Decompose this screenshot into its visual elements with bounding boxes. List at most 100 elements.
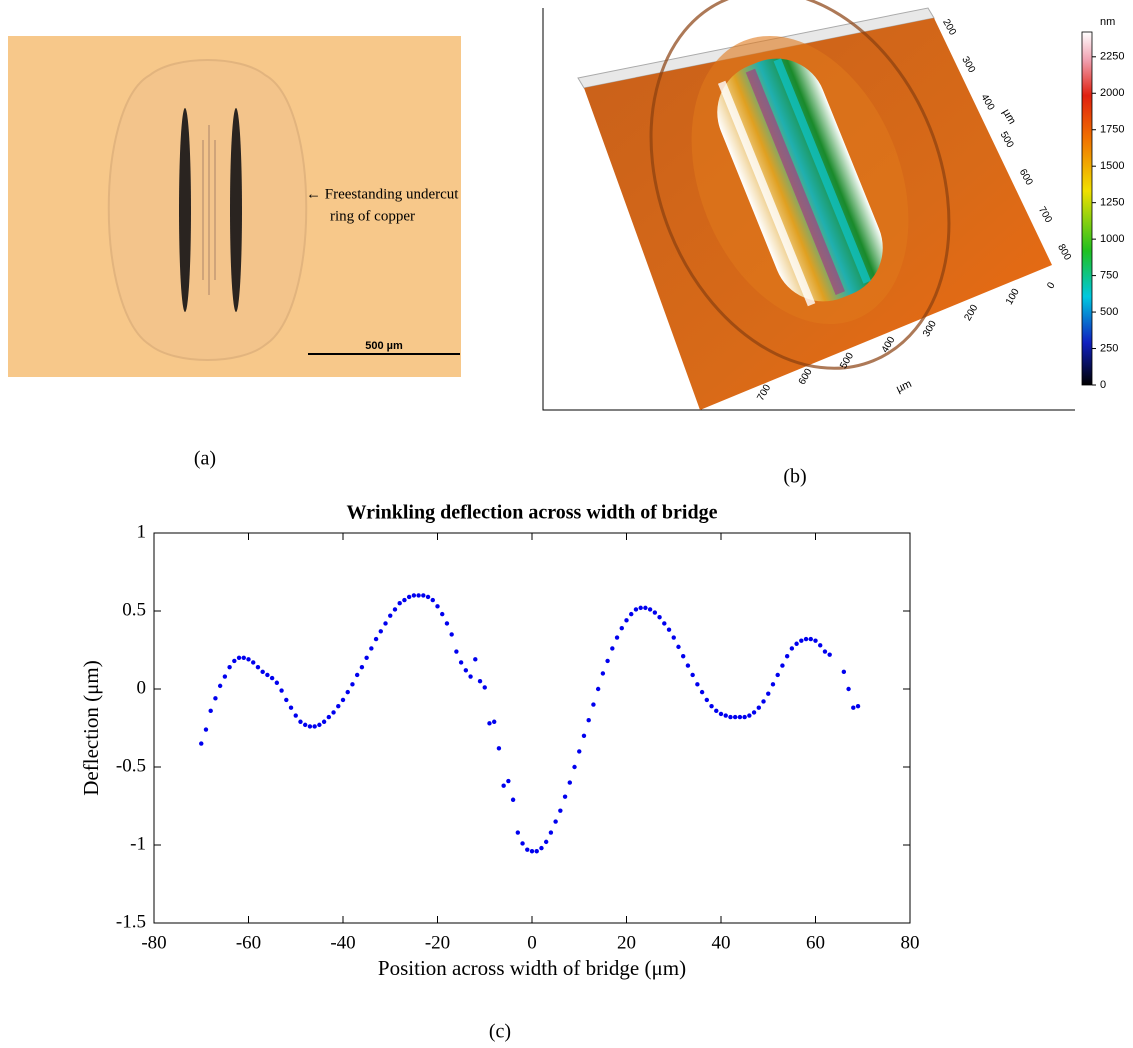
point	[199, 741, 204, 746]
point	[586, 718, 591, 723]
point	[553, 819, 558, 824]
point	[246, 657, 251, 662]
point	[227, 664, 232, 670]
point	[241, 655, 246, 660]
point	[714, 708, 719, 714]
point	[378, 629, 383, 634]
point	[440, 611, 445, 617]
point	[747, 713, 752, 718]
annotation: ring of copper	[330, 208, 415, 224]
point	[846, 686, 851, 692]
point	[345, 689, 350, 695]
axis-label: 800	[1055, 242, 1073, 262]
point	[392, 607, 398, 612]
chart-title: Wrinkling deflection across width of bri…	[347, 502, 718, 524]
slit	[230, 108, 242, 312]
point	[449, 632, 454, 637]
point	[657, 615, 662, 620]
point	[813, 638, 818, 643]
point	[827, 652, 832, 657]
point	[539, 845, 544, 851]
point	[723, 713, 728, 718]
point	[780, 663, 785, 668]
point	[421, 593, 426, 598]
point	[647, 607, 653, 612]
caption: (b)	[783, 466, 806, 488]
point	[326, 714, 332, 720]
axis-label: 200	[940, 17, 958, 37]
relief	[649, 0, 951, 370]
point	[397, 601, 402, 606]
point	[331, 710, 336, 715]
colorbar-tick-label: 1750	[1100, 124, 1124, 136]
colorbar-tick-label: 2000	[1100, 87, 1124, 99]
y-tick-label: 0	[137, 677, 147, 698]
point	[543, 839, 549, 845]
point	[784, 654, 790, 659]
axis-unit: µm	[894, 378, 913, 395]
point	[742, 714, 747, 720]
point	[808, 636, 813, 642]
y-tick-label: -0.5	[116, 755, 146, 776]
point	[756, 705, 761, 710]
point	[799, 638, 804, 643]
point	[402, 597, 407, 603]
point	[284, 697, 289, 703]
point	[633, 607, 639, 612]
point	[534, 849, 539, 854]
y-tick-label: -1.5	[116, 911, 146, 932]
point	[406, 594, 412, 600]
point	[841, 669, 847, 675]
axis-label: 100	[1004, 286, 1022, 306]
colorbar-tick-label: 250	[1100, 342, 1118, 354]
point	[558, 808, 563, 813]
point	[359, 664, 365, 670]
point	[619, 625, 624, 631]
point	[600, 671, 606, 676]
point	[463, 668, 469, 673]
point	[690, 672, 695, 678]
point	[468, 674, 473, 679]
point	[354, 672, 360, 678]
point	[487, 721, 492, 726]
y-tick-label: 0.5	[122, 599, 146, 620]
colorbar-tick-label: 0	[1100, 379, 1106, 391]
point	[411, 593, 417, 598]
caption: (a)	[194, 448, 216, 470]
x-tick-label: 0	[527, 932, 537, 953]
point	[572, 764, 577, 770]
point	[803, 636, 809, 642]
point	[718, 711, 724, 717]
x-tick-label: 80	[901, 932, 920, 953]
point	[595, 686, 601, 692]
point	[458, 660, 464, 665]
point	[510, 797, 516, 802]
y-tick-label: -1	[130, 833, 146, 854]
point	[217, 683, 223, 689]
point	[610, 646, 615, 651]
colorbar	[1081, 31, 1093, 386]
wrinkles	[202, 125, 216, 295]
point	[643, 605, 648, 611]
point	[477, 679, 483, 684]
x-tick-label: 40	[712, 932, 731, 953]
point	[699, 689, 705, 695]
annotation: ← Freestanding undercut	[306, 186, 459, 202]
point	[265, 672, 270, 678]
point	[704, 697, 710, 703]
point	[236, 655, 242, 660]
point	[298, 719, 303, 724]
point	[818, 643, 823, 648]
point	[515, 830, 521, 835]
point	[288, 705, 294, 710]
point	[307, 724, 313, 729]
point	[336, 703, 341, 709]
y-tick-label: 1	[137, 521, 147, 542]
point	[751, 710, 757, 715]
point	[605, 658, 610, 664]
point	[279, 688, 284, 693]
point	[373, 636, 379, 642]
point	[364, 655, 369, 660]
point	[303, 722, 308, 728]
